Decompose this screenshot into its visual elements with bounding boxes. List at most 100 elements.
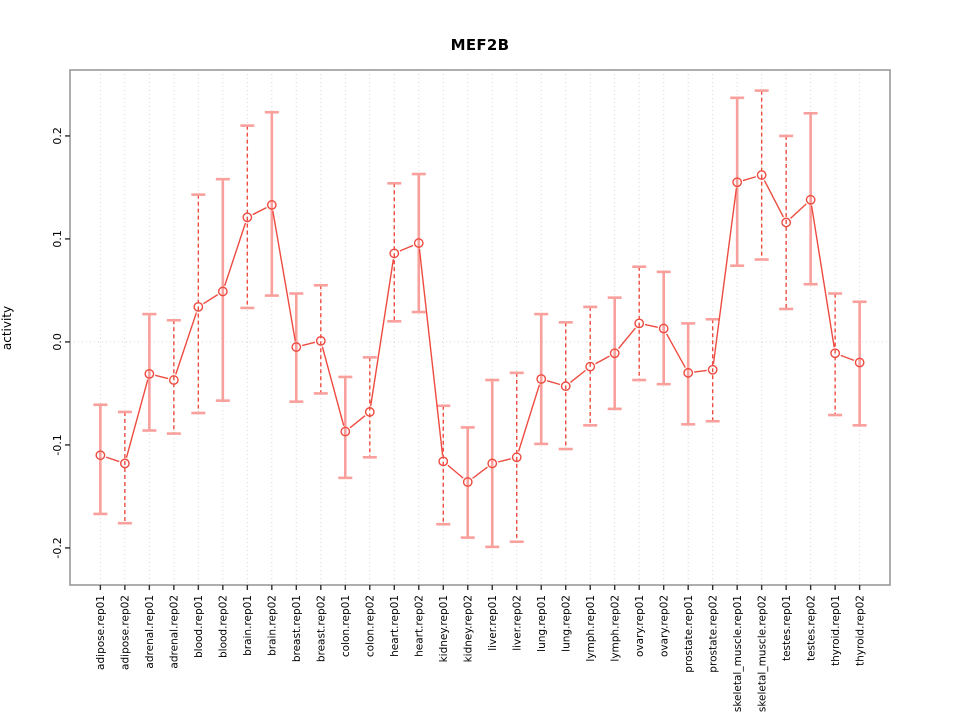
series-segment xyxy=(694,369,707,373)
x-tick-label: breast.rep02 xyxy=(315,595,327,662)
series-segment xyxy=(742,176,757,182)
y-tick-label: 0.2 xyxy=(51,127,64,145)
x-tick-label: thyroid.rep02 xyxy=(854,595,866,666)
data-point xyxy=(683,367,694,378)
data-point xyxy=(609,348,620,359)
data-point xyxy=(364,407,375,417)
data-point xyxy=(585,361,596,372)
data-point xyxy=(487,458,498,469)
data-point xyxy=(193,301,204,312)
data-point xyxy=(781,217,792,228)
x-tick-label: adrenal.rep02 xyxy=(169,595,181,669)
x-tick-label: brain.rep02 xyxy=(266,595,278,656)
series-segment xyxy=(224,222,247,286)
data-point xyxy=(291,342,302,352)
y-tick-label: -0.2 xyxy=(51,537,64,558)
data-point xyxy=(438,456,449,467)
series-segment xyxy=(447,464,464,479)
series-segment xyxy=(175,312,198,375)
data-point xyxy=(634,318,645,329)
series-segment xyxy=(644,323,658,328)
data-point xyxy=(756,170,767,180)
series-segment xyxy=(712,188,738,364)
series-segment xyxy=(349,415,366,429)
x-tick-label: lung.rep02 xyxy=(560,595,572,652)
series-segment xyxy=(472,466,488,479)
x-tick-label: adrenal.rep01 xyxy=(144,595,156,669)
x-tick-label: ovary.rep02 xyxy=(658,595,670,657)
x-tick-label: brain.rep01 xyxy=(242,595,254,656)
x-tick-label: lung.rep01 xyxy=(536,595,548,652)
x-tick-label: ovary.rep01 xyxy=(634,595,646,657)
x-tick-label: skeletal_muscle.rep01 xyxy=(732,595,744,712)
x-tick-label: adipose.rep01 xyxy=(95,595,107,670)
series-segment xyxy=(370,259,395,407)
data-point xyxy=(95,450,106,461)
x-tick-label: heart.rep01 xyxy=(389,595,401,657)
series-segment xyxy=(517,384,541,452)
series-segment xyxy=(203,294,219,305)
data-point xyxy=(168,375,179,385)
x-tick-label: kidney.rep01 xyxy=(438,595,450,662)
x-tick-label: skeletal_muscle.rep02 xyxy=(756,595,768,712)
data-point xyxy=(707,364,718,375)
data-point xyxy=(144,368,155,379)
series-segment xyxy=(252,207,267,216)
x-tick-label: thyroid.rep01 xyxy=(830,595,842,666)
series-segment xyxy=(321,346,345,426)
series-segment xyxy=(569,369,586,384)
series-segment xyxy=(155,374,169,380)
x-tick-label: blood.rep02 xyxy=(218,595,230,658)
data-point xyxy=(315,335,326,346)
data-point xyxy=(462,477,473,487)
series-segment xyxy=(595,355,610,365)
series-segment xyxy=(105,456,120,463)
x-tick-label: prostate.rep01 xyxy=(683,595,695,673)
x-tick-label: heart.rep02 xyxy=(413,595,425,657)
data-point xyxy=(389,248,400,259)
data-point xyxy=(854,357,865,368)
x-tick-label: blood.rep01 xyxy=(193,595,205,658)
y-axis-label: activity xyxy=(0,305,14,351)
series-segment xyxy=(617,327,636,350)
series-segment xyxy=(546,380,561,386)
x-tick-label: kidney.rep02 xyxy=(462,595,474,662)
data-point xyxy=(536,374,547,384)
data-point xyxy=(805,194,816,205)
data-point xyxy=(732,177,743,188)
data-point xyxy=(340,426,351,437)
series-segment xyxy=(272,210,296,342)
data-point xyxy=(242,212,253,223)
series-segment xyxy=(301,341,316,347)
x-tick-label: colon.rep01 xyxy=(340,595,352,657)
data-point xyxy=(413,238,424,248)
data-point xyxy=(830,348,841,359)
x-tick-label: liver.rep02 xyxy=(511,595,523,651)
series-segment xyxy=(399,244,414,252)
chart-title: MEF2B xyxy=(450,36,510,54)
data-point xyxy=(217,286,228,297)
data-point xyxy=(658,323,669,334)
y-tick-label: 0.1 xyxy=(51,230,64,248)
x-tick-label: liver.rep01 xyxy=(487,595,499,651)
x-tick-label: testes.rep01 xyxy=(781,595,793,661)
x-tick-label: breast.rep01 xyxy=(291,595,303,662)
series-segment xyxy=(665,333,686,368)
series-segment xyxy=(810,205,835,348)
x-tick-label: lymph.rep02 xyxy=(609,595,621,662)
series-segment xyxy=(763,180,785,218)
x-tick-label: prostate.rep02 xyxy=(707,595,719,673)
series-segment xyxy=(497,458,512,463)
series-segment xyxy=(418,248,444,456)
series-segment xyxy=(790,203,807,219)
series-segment xyxy=(125,379,149,458)
y-tick-label: -0.1 xyxy=(51,434,64,455)
data-point xyxy=(560,381,571,392)
data-point xyxy=(266,200,277,210)
data-point xyxy=(511,452,522,463)
y-tick-label: 0.0 xyxy=(51,333,64,351)
plot-frame xyxy=(69,69,891,586)
x-tick-label: adipose.rep02 xyxy=(120,595,132,670)
